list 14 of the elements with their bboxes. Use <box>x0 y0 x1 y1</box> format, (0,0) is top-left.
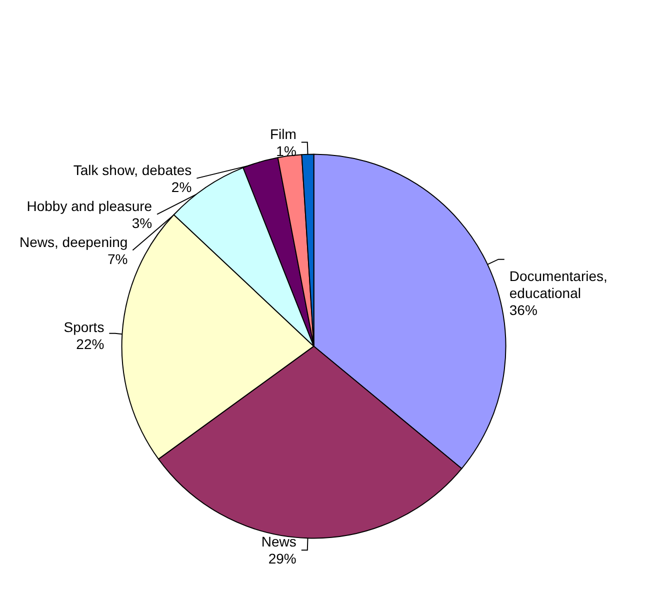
slice-label: Talk show, debates <box>73 162 192 178</box>
slice-label: Hobby and pleasure <box>26 198 152 214</box>
data-label: 29% <box>268 550 296 567</box>
slice-label: Documentaries, educational <box>509 268 612 301</box>
slice-label: News <box>261 534 296 550</box>
data-label: 3% <box>132 214 152 231</box>
data-label: 7% <box>107 250 128 267</box>
slice-label: Film <box>270 126 296 142</box>
slice-label: Sports <box>64 318 104 335</box>
slice-label: News, deepening <box>20 234 128 250</box>
data-label: 1% <box>276 142 296 159</box>
data-label: 22% <box>76 336 104 352</box>
data-label: 36% <box>509 302 538 318</box>
data-label: 2% <box>171 178 192 195</box>
